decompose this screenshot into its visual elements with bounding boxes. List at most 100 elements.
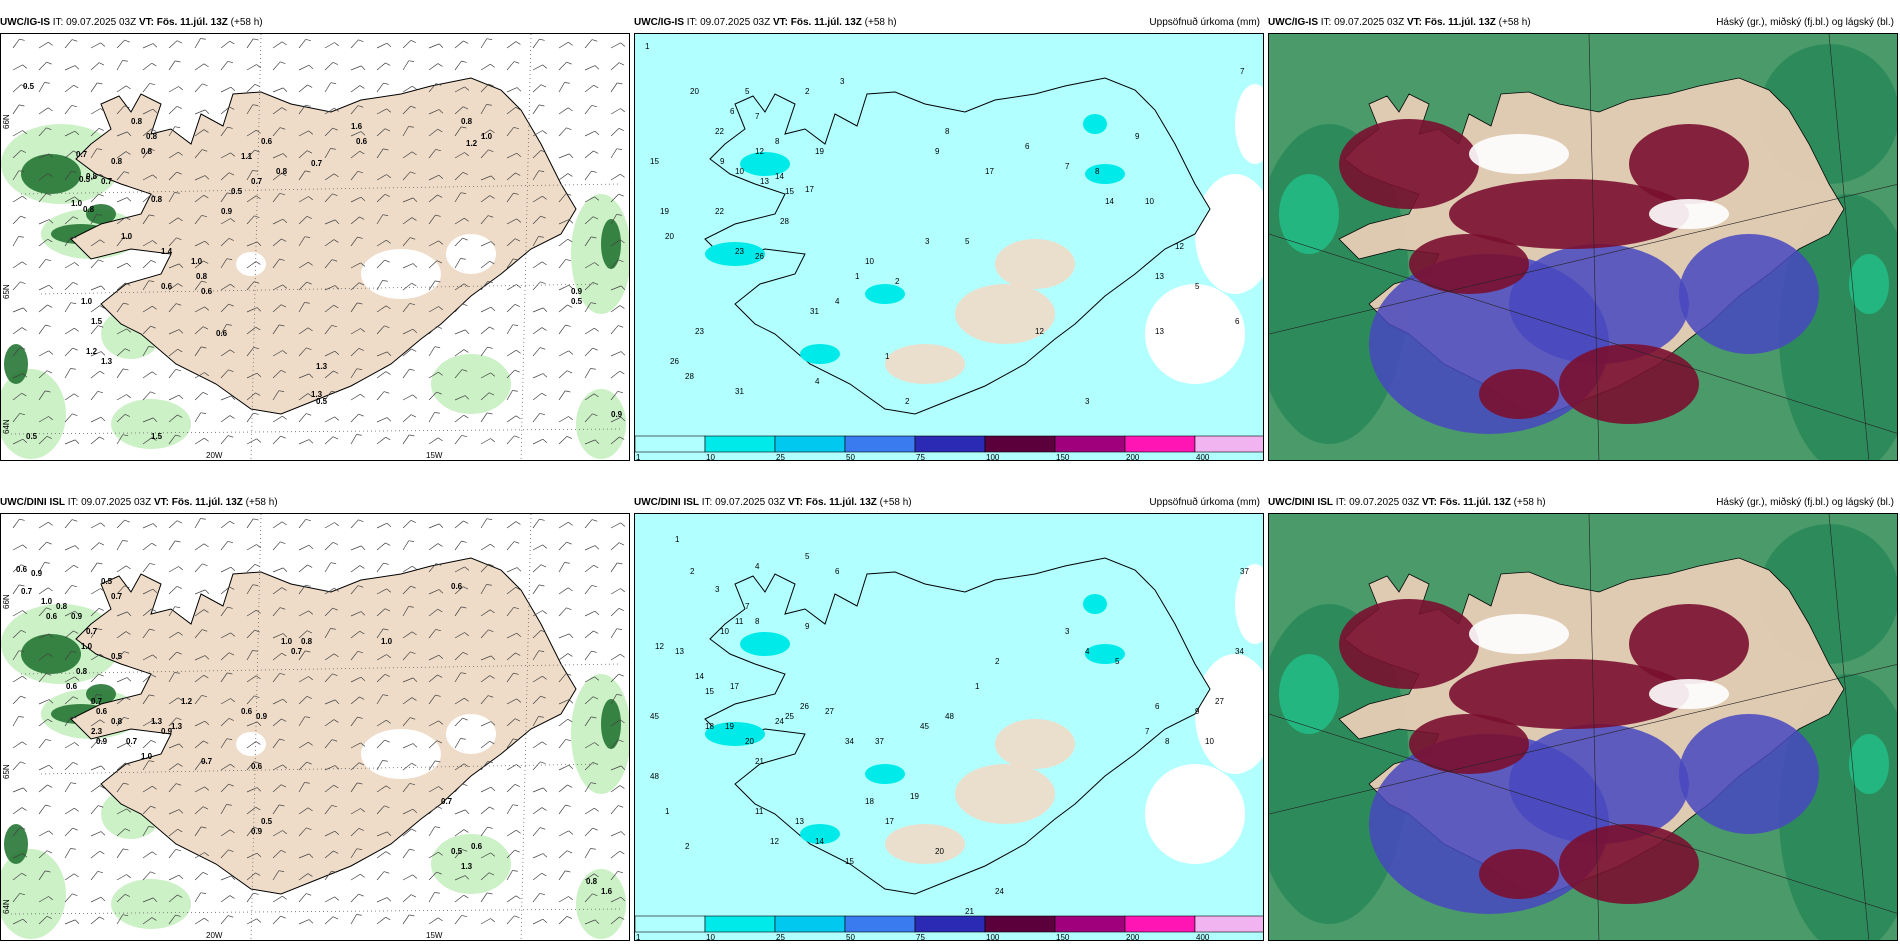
wind-barb-shaft: [246, 104, 254, 115]
wind-barb-flag: [334, 219, 340, 225]
wind-barb-shaft: [64, 585, 73, 595]
value-label: 2: [995, 657, 1000, 666]
wind-barb-shaft: [168, 283, 179, 291]
wind-barb-shaft: [246, 170, 253, 181]
wind-barb-flag: [620, 42, 626, 47]
wind-barb-shaft: [532, 564, 542, 573]
wind-barb: [610, 259, 624, 269]
wind-barb-flag: [409, 782, 416, 786]
wind-barb: [168, 329, 184, 335]
wind-barb-shaft: [246, 84, 256, 93]
wind-barb-flag: [564, 82, 570, 84]
wind-barb-shaft: [168, 414, 178, 423]
wind-barb-shaft: [506, 915, 515, 925]
precip-moderate: [865, 284, 905, 304]
wind-barb: [376, 62, 391, 71]
wind-barb-shaft: [454, 586, 464, 595]
wind-barb-flag: [513, 61, 520, 64]
wind-barb-shaft: [376, 851, 387, 859]
wind-barb: [558, 82, 570, 93]
wind-barb-shaft: [558, 521, 569, 529]
wind-barb-shaft: [558, 718, 568, 727]
value-label: 31: [735, 387, 744, 396]
wind-barb: [142, 785, 157, 793]
wind-barb-shaft: [324, 436, 334, 445]
colorbar-swatch: [635, 435, 706, 453]
wind-barb-shaft: [220, 238, 230, 247]
value-label: 1.0: [281, 637, 293, 646]
wind-barb: [64, 564, 79, 573]
wind-barb-flag: [229, 652, 235, 656]
wind-barb: [506, 541, 520, 551]
wind-barb-shaft: [506, 304, 516, 313]
wind-barb-flag: [514, 369, 520, 373]
wind-barb: [428, 43, 444, 49]
wind-barb-shaft: [324, 304, 334, 313]
wind-barb: [480, 892, 493, 903]
wind-barb-flag: [513, 258, 519, 261]
wind-barb: [64, 302, 77, 313]
wind-barb: [480, 175, 496, 181]
wind-barb-flag: [126, 131, 132, 137]
wind-barb-shaft: [246, 721, 258, 727]
value-label: 7: [1145, 727, 1150, 736]
latitude-line: [10, 908, 622, 915]
wind-barb-flag: [252, 584, 259, 586]
wind-barb-flag: [47, 370, 53, 374]
wind-barb-flag: [100, 896, 106, 902]
wind-barb: [142, 108, 158, 115]
wind-barb-shaft: [402, 414, 412, 423]
wind-barb-shaft: [142, 523, 154, 529]
lead-time: (+58 h): [879, 497, 912, 508]
wind-barb-shaft: [246, 544, 257, 551]
wind-barb-shaft: [64, 716, 72, 727]
wind-barb: [220, 606, 233, 617]
wind-barb: [12, 827, 26, 837]
wind-barb-shaft: [584, 282, 594, 291]
wind-barb: [480, 149, 494, 159]
wind-barb: [532, 215, 546, 225]
wind-barb-flag: [360, 808, 365, 813]
wind-barb: [402, 914, 415, 925]
wind-barb: [558, 304, 573, 313]
wind-barb-flag: [617, 82, 623, 85]
wind-barb: [480, 63, 495, 71]
wind-barb-shaft: [272, 258, 280, 269]
wind-barb-flag: [464, 217, 469, 222]
wind-barb-flag: [229, 172, 235, 176]
wind-barb: [584, 302, 597, 313]
wind-barb: [12, 761, 26, 771]
wind-barb: [506, 804, 519, 815]
wind-barb-flag: [21, 872, 27, 877]
wind-barb-shaft: [558, 284, 570, 291]
wind-barb-flag: [593, 873, 599, 878]
wind-barb: [64, 827, 78, 837]
wind-barb: [350, 393, 365, 401]
wind-barb: [324, 62, 338, 71]
wind-barb: [64, 848, 76, 859]
wind-barb-flag: [74, 545, 80, 550]
no-precip: [1235, 84, 1263, 164]
wind-barb: [12, 650, 25, 661]
wind-barb-shaft: [194, 326, 204, 335]
wind-barb-flag: [460, 192, 467, 194]
wind-barb-shaft: [584, 519, 593, 529]
wind-barb-flag: [282, 895, 287, 900]
wind-barb-flag: [308, 261, 313, 266]
wind-barb-shaft: [376, 562, 384, 573]
wind-barb: [298, 327, 313, 335]
wind-barb-shaft: [194, 437, 205, 445]
wind-barb: [610, 542, 625, 551]
wind-barb-shaft: [376, 82, 384, 93]
wind-barb-shaft: [272, 127, 281, 137]
wind-barb: [272, 764, 288, 771]
wind-barb-shaft: [480, 346, 488, 357]
wind-barb: [194, 806, 209, 815]
wind-barb-flag: [73, 393, 79, 398]
wind-barb-shaft: [90, 128, 100, 137]
wind-barb-shaft: [376, 719, 387, 727]
wind-barb-shaft: [194, 149, 203, 159]
wind-barb-flag: [334, 587, 339, 592]
wind-barb: [38, 416, 53, 423]
wind-barb-flag: [409, 717, 416, 720]
